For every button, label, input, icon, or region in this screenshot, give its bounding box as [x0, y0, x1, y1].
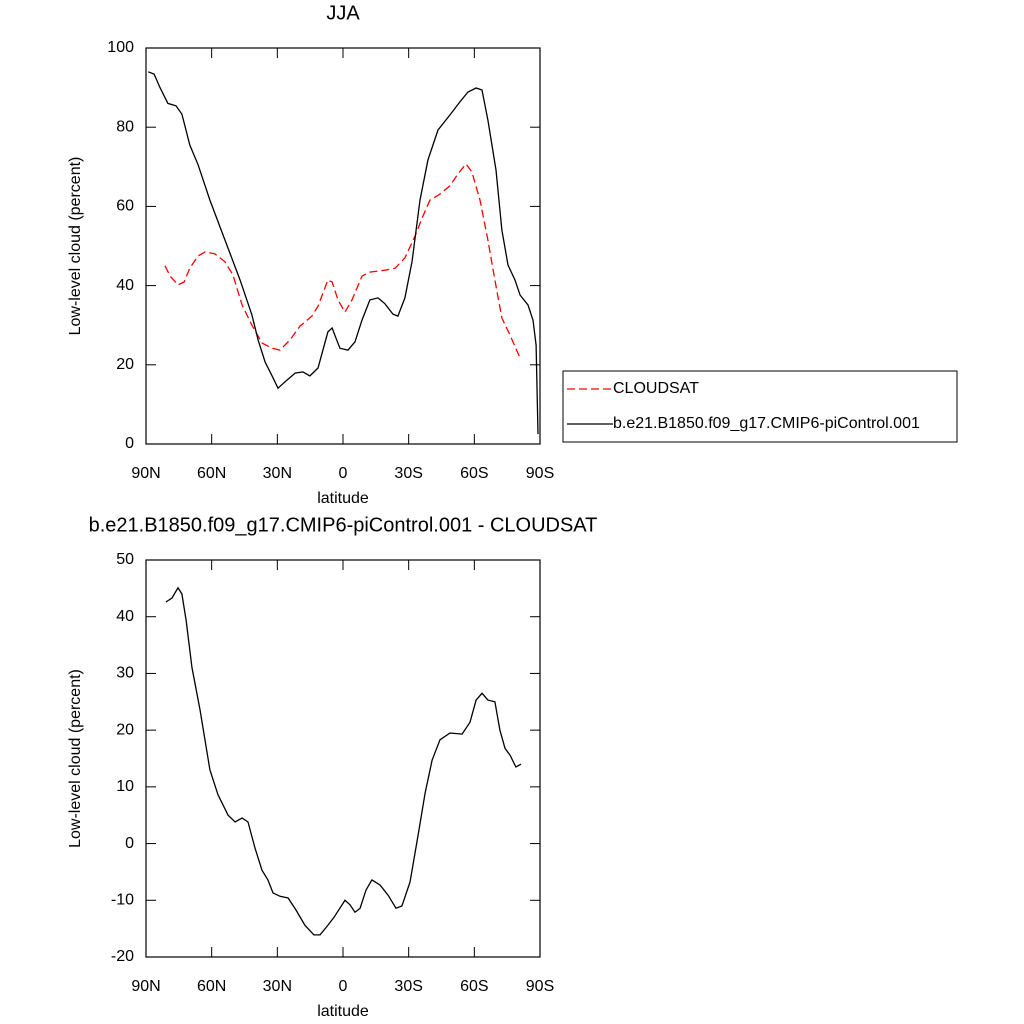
x-tick-label: 90N [131, 978, 160, 995]
y-tick-label: 10 [116, 778, 134, 795]
y-axis-label: Low-level cloud (percent) [67, 157, 84, 336]
x-tick-label: 30S [394, 465, 422, 482]
y-tick-label: -20 [111, 948, 134, 965]
y-tick-label: 40 [116, 608, 134, 625]
x-tick-label: 30N [263, 465, 292, 482]
x-axis-label: latitude [317, 490, 369, 507]
y-tick-label: 40 [116, 277, 134, 294]
x-tick-label: 60S [460, 978, 488, 995]
legend-label: b.e21.B1850.f09_g17.CMIP6-piControl.001 [613, 415, 920, 432]
x-tick-label: 30N [263, 978, 292, 995]
y-tick-label: 20 [116, 721, 134, 738]
y-tick-label: 60 [116, 198, 134, 215]
x-tick-label: 90S [526, 978, 554, 995]
x-tick-label: 60S [460, 465, 488, 482]
chart-title: b.e21.B1850.f09_g17.CMIP6-piControl.001 … [89, 514, 598, 536]
x-axis-label: latitude [317, 1003, 369, 1020]
plot-frame [145, 47, 541, 445]
x-tick-label: 0 [339, 978, 348, 995]
y-tick-label: 0 [125, 435, 134, 452]
x-tick-label: 30S [394, 978, 422, 995]
y-axis-label: Low-level cloud (percent) [67, 669, 84, 848]
y-tick-label: 50 [116, 551, 134, 568]
x-tick-label: 60N [197, 978, 226, 995]
x-tick-label: 90S [526, 465, 554, 482]
x-tick-label: 0 [339, 465, 348, 482]
legend-box [562, 370, 958, 443]
plot-frame [145, 559, 541, 958]
y-tick-label: 100 [107, 39, 134, 56]
y-tick-label: 80 [116, 118, 134, 135]
y-tick-label: 30 [116, 665, 134, 682]
legend-label: CLOUDSAT [613, 380, 699, 397]
data-line [165, 586, 522, 936]
x-tick-label: 60N [197, 465, 226, 482]
chart-title: JJA [326, 2, 360, 24]
y-tick-label: 20 [116, 356, 134, 373]
data-line [147, 71, 539, 435]
data-line [164, 162, 521, 359]
x-tick-label: 90N [131, 465, 160, 482]
y-tick-label: -10 [111, 892, 134, 909]
y-tick-label: 0 [125, 835, 134, 852]
